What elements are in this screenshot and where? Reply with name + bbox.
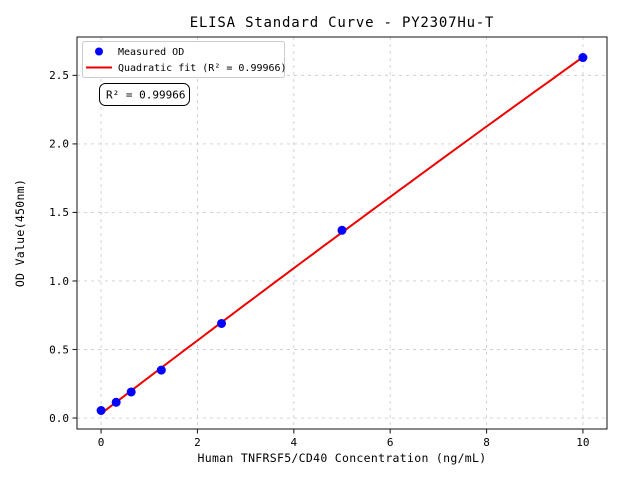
x-tick-label: 6 (387, 436, 394, 449)
measured-points-layer (96, 53, 588, 415)
measured-od-point (217, 318, 227, 328)
measured-od-point (111, 397, 121, 407)
legend-fit-label: Quadratic fit (R² = 0.99966) (118, 63, 287, 74)
y-tick-label: 1.5 (49, 206, 69, 219)
y-tick-label: 0.5 (49, 343, 69, 356)
measured-od-point (578, 53, 588, 63)
y-tick-label: 2.0 (49, 138, 69, 151)
y-tick-label: 2.5 (49, 69, 69, 82)
legend-box (82, 41, 285, 78)
tick-layer: 0 2 4 6 8 10 0.0 0.5 1.0 1.5 2.0 2.5 (49, 69, 589, 449)
legend-measured-label: Measured OD (118, 47, 184, 58)
annotation-box (99, 83, 190, 106)
legend-measured-marker-icon (95, 47, 103, 56)
x-tick-label: 0 (98, 436, 105, 449)
annotation-text: R² = 0.99966 (106, 89, 185, 102)
plot-border (76, 36, 608, 430)
x-tick-label: 4 (291, 436, 298, 449)
y-axis-label: OD Value(450nm) (13, 179, 27, 287)
legend: Measured OD Quadratic fit (R² = 0.99966) (82, 41, 287, 78)
measured-od-point (126, 387, 136, 397)
r-squared-annotation: R² = 0.99966 (99, 83, 190, 106)
x-tick-label: 8 (483, 436, 490, 449)
grid-layer (77, 37, 607, 429)
measured-od-point (96, 405, 106, 415)
measured-od-point (337, 225, 347, 235)
chart-title: ELISA Standard Curve - PY2307Hu-T (190, 15, 495, 31)
x-tick-label: 10 (576, 436, 589, 449)
x-axis-label: Human TNFRSF5/CD40 Concentration (ng/mL) (198, 451, 487, 465)
x-tick-label: 2 (194, 436, 201, 449)
y-tick-label: 0.0 (49, 412, 69, 425)
y-tick-label: 1.0 (49, 275, 69, 288)
measured-od-point (156, 365, 166, 375)
quadratic-fit-line (100, 56, 584, 415)
